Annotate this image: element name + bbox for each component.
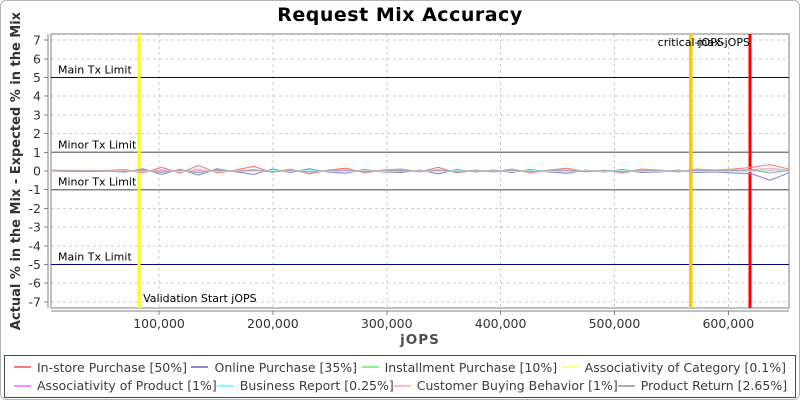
- legend-row-1: In-store Purchase [50%] Online Purchase […: [5, 360, 795, 375]
- legend-swatch: [191, 366, 209, 369]
- legend-item-4: Associativity of Product [1%]: [14, 378, 217, 393]
- svg-text:2: 2: [33, 126, 41, 141]
- svg-text:max-jOPS: max-jOPS: [697, 36, 750, 49]
- svg-text:-1: -1: [29, 182, 41, 197]
- legend-item-0: In-store Purchase [50%]: [14, 360, 187, 375]
- legend-item-3: Associativity of Category [0.1%]: [561, 359, 786, 375]
- svg-text:500,000: 500,000: [589, 316, 641, 331]
- chart-title: Request Mix Accuracy: [277, 4, 523, 26]
- legend-item-7: Product Return [2.65%]: [617, 378, 788, 394]
- svg-text:7: 7: [33, 33, 41, 48]
- legend-item-1: Online Purchase [35%]: [191, 360, 357, 375]
- legend-label: Product Return [2.65%]: [640, 378, 788, 394]
- svg-text:5: 5: [33, 70, 41, 85]
- svg-text:4: 4: [33, 89, 41, 104]
- legend-swatch: [561, 366, 579, 369]
- svg-text:-3: -3: [29, 220, 41, 235]
- legend-item-2: Installment Purchase [10%]: [361, 359, 558, 375]
- legend-label: Associativity of Category [0.1%]: [584, 359, 786, 375]
- x-axis-label: jOPS: [400, 332, 440, 348]
- svg-text:-6: -6: [29, 276, 42, 291]
- svg-text:critical-jOPS: critical-jOPS: [658, 36, 724, 49]
- legend-item-6: Customer Buying Behavior [1%]: [393, 378, 618, 394]
- legend-row-2: Associativity of Product [1%] Business Re…: [5, 378, 795, 393]
- svg-text:-2: -2: [29, 201, 41, 216]
- legend-label: Associativity of Product [1%]: [37, 378, 217, 394]
- svg-text:Main Tx Limit: Main Tx Limit: [58, 250, 132, 263]
- svg-text:0: 0: [33, 164, 41, 179]
- legend-swatch: [361, 366, 379, 369]
- legend-swatch: [14, 384, 31, 387]
- legend-swatch: [393, 384, 411, 387]
- axes: -7 -6 -5 -4 -3 -2 -1 0 1 2 3 4 5 6 7 100,000 200,000 300,…: [29, 33, 789, 331]
- legend-label: Online Purchase [35%]: [214, 359, 358, 375]
- legend-swatch: [14, 366, 31, 369]
- legend-label: In-store Purchase [50%]: [37, 359, 187, 375]
- svg-text:100,000: 100,000: [133, 316, 185, 331]
- svg-text:6: 6: [33, 51, 41, 66]
- legend-swatch: [617, 384, 635, 387]
- legend-swatch: [216, 384, 234, 387]
- svg-text:Minor Tx Limit: Minor Tx Limit: [58, 176, 137, 189]
- legend-item-5: Business Report [0.25%]: [216, 378, 394, 394]
- legend-label: Business Report [0.25%]: [239, 378, 394, 394]
- chart-legend: In-store Purchase [50%] Online Purchase […: [4, 355, 796, 398]
- svg-text:400,000: 400,000: [475, 316, 527, 331]
- svg-text:-4: -4: [29, 238, 42, 253]
- series-line-7: [50, 169, 789, 174]
- svg-text:Minor Tx Limit: Minor Tx Limit: [58, 138, 137, 151]
- svg-text:200,000: 200,000: [247, 316, 299, 331]
- svg-text:-5: -5: [29, 257, 41, 272]
- tx-limit-markers: Main Tx Limit Minor Tx Limit Minor Tx Limi…: [51, 64, 789, 266]
- legend-label: Installment Purchase [10%]: [384, 359, 558, 375]
- svg-text:1: 1: [33, 145, 41, 160]
- svg-text:Validation Start jOPS: Validation Start jOPS: [143, 292, 257, 305]
- legend-label: Customer Buying Behavior [1%]: [416, 378, 618, 394]
- svg-text:Main Tx Limit: Main Tx Limit: [58, 64, 132, 77]
- svg-text:300,000: 300,000: [361, 316, 413, 331]
- svg-text:-7: -7: [29, 294, 41, 309]
- svg-text:600,000: 600,000: [702, 316, 754, 331]
- svg-text:3: 3: [33, 107, 41, 122]
